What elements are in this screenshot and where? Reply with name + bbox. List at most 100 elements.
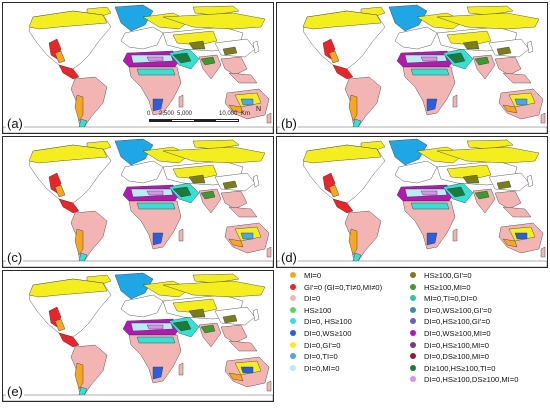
map-region: [402, 200, 456, 250]
map-region: [388, 138, 428, 166]
map-region: [252, 308, 260, 322]
legend-label: MI=0,TI=0,DI=0: [424, 294, 477, 304]
map-region: [540, 246, 546, 258]
map-legend: MI=0 GI'=0 (GI=0,TI≠0,MI≠0) DI=0 HS≥100 DI=0…: [290, 270, 548, 408]
map-region: [277, 126, 547, 133]
legend-label: DI=0,WS≥100: [304, 328, 352, 338]
legend-label: GI'=0 (GI=0,TI≠0,MI≠0): [304, 282, 383, 292]
panel-label: (b): [280, 116, 298, 131]
map-region: [452, 228, 458, 242]
legend-label: DI=0: [304, 294, 321, 304]
legend-swatch: [290, 364, 296, 371]
map-region: [222, 180, 238, 190]
map-region: [58, 198, 80, 214]
legend-swatch: [410, 353, 416, 360]
legend-swatch: [410, 376, 416, 383]
legend-swatch: [290, 318, 296, 325]
world-map: [277, 4, 547, 133]
map-region: [228, 372, 244, 382]
map-region: [120, 160, 164, 184]
map-region: [228, 206, 258, 218]
legend-swatch: [290, 272, 296, 278]
map-region: [152, 232, 164, 246]
world-map: [3, 138, 273, 267]
map-region: [394, 26, 438, 50]
world-map: [3, 4, 273, 133]
map-region: [394, 160, 438, 184]
map-region: [220, 190, 248, 210]
panel-label: (c): [6, 250, 24, 265]
map-region: [426, 232, 438, 246]
north-arrow-icon: N: [253, 106, 265, 127]
map-region: [172, 52, 192, 64]
map-region: [228, 104, 244, 114]
legend-label: DI=0,WS≥100,GI'=0: [424, 305, 492, 315]
legend-swatch: [410, 295, 416, 302]
map-region: [277, 260, 547, 267]
legend-swatch: [290, 329, 296, 336]
map-region: [446, 186, 466, 198]
map-panel-a: (a) 0 2,500 5,000 10,000 Km N: [2, 2, 274, 134]
map-region: [192, 139, 240, 150]
legend-label: DI=0,HS≥100,GI'=0: [424, 317, 490, 327]
map-region: [178, 228, 184, 242]
map-region: [222, 46, 238, 56]
map-region: [526, 40, 534, 54]
world-map: [277, 138, 547, 267]
map-region: [452, 94, 458, 108]
map-region: [220, 324, 248, 344]
map-region: [502, 238, 518, 248]
map-region: [436, 12, 540, 30]
map-region: [514, 98, 528, 106]
north-label: N: [256, 106, 262, 113]
map-region: [178, 362, 184, 376]
map-region: [172, 186, 192, 198]
map-region: [426, 98, 438, 112]
map-region: [446, 30, 492, 46]
legend-label: DI=0,GI'=0: [304, 340, 341, 350]
map-region: [240, 366, 254, 374]
map-region: [172, 320, 192, 332]
map-region: [220, 56, 248, 76]
map-region: [328, 50, 340, 64]
map-region: [172, 298, 218, 314]
map-region: [496, 46, 512, 56]
map-region: [228, 238, 244, 248]
legend-label: MI=0: [304, 271, 322, 280]
legend-swatch: [290, 306, 296, 313]
map-region: [302, 144, 382, 164]
legend-swatch: [410, 341, 416, 348]
map-region: [114, 272, 154, 300]
map-region: [462, 40, 480, 50]
map-region: [200, 190, 216, 200]
map-region: [502, 72, 532, 84]
legend-swatch: [290, 341, 296, 348]
map-region: [54, 184, 66, 198]
map-region: [526, 174, 534, 188]
map-region: [3, 394, 273, 401]
map-region: [252, 174, 260, 188]
map-region: [162, 280, 266, 298]
map-region: [28, 144, 108, 164]
map-region: [420, 190, 438, 196]
map-region: [188, 174, 206, 184]
map-region: [502, 206, 532, 218]
map-region: [332, 198, 354, 214]
legend-swatch: [410, 272, 416, 278]
legend-swatch: [290, 295, 296, 302]
map-region: [128, 66, 182, 116]
map-region: [266, 112, 272, 124]
map-region: [178, 94, 184, 108]
legend-label: DI=0,HS≥100,MI=0: [424, 340, 489, 350]
map-region: [74, 228, 84, 256]
map-region: [28, 278, 108, 298]
map-region: [348, 228, 358, 256]
map-region: [136, 336, 176, 344]
map-region: [162, 12, 266, 30]
map-region: [192, 5, 240, 16]
map-region: [410, 202, 450, 210]
map-region: [200, 324, 216, 334]
map-panel-e: (e): [2, 270, 274, 402]
map-region: [222, 314, 238, 324]
map-region: [114, 4, 154, 32]
